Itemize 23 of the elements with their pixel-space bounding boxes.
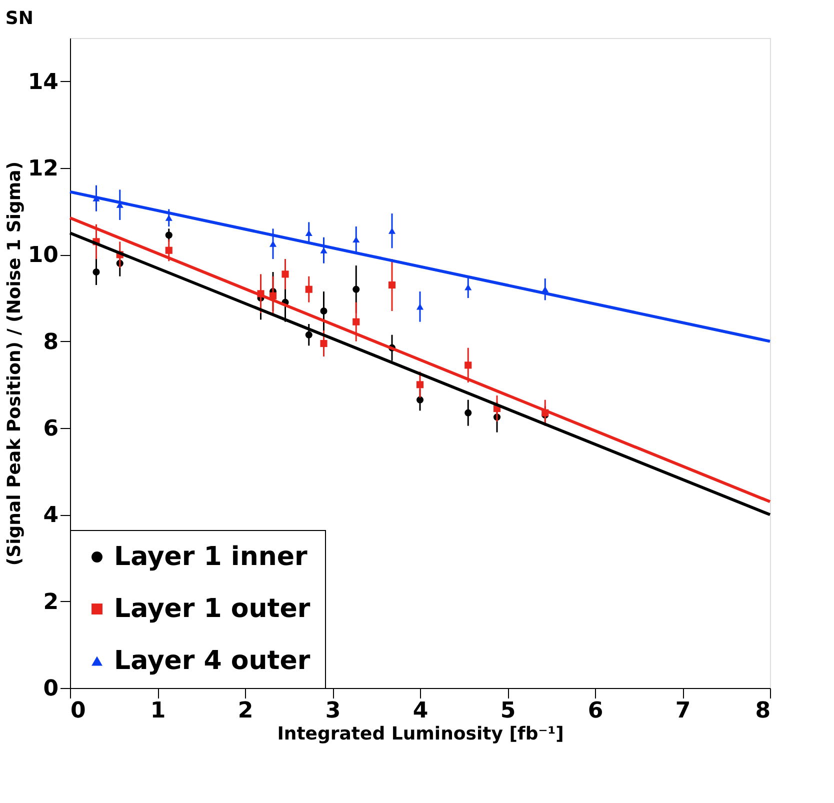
x-axis-title: Integrated Luminosity [fb⁻¹]	[277, 724, 564, 744]
y-axis-title: (Signal Peak Position) / (Noise 1 Sigma)	[4, 161, 25, 566]
y-tick-label: 12	[28, 156, 58, 182]
y-tick-label: 0	[43, 676, 58, 702]
legend-label: Layer 1 outer	[114, 594, 310, 624]
y-tick-label: 4	[43, 503, 58, 528]
y-tick-label: 8	[43, 330, 58, 355]
x-tick-label: 4	[412, 698, 428, 724]
y-tick-label: 14	[28, 70, 58, 95]
y-tick-label: 10	[28, 243, 58, 268]
x-tick-label: 7	[675, 698, 691, 724]
legend-label: Layer 4 outer	[114, 646, 310, 676]
legend-label: Layer 1 inner	[114, 542, 308, 572]
x-tick-label: 6	[588, 698, 604, 724]
x-tick-label: 5	[500, 698, 516, 724]
x-tick-label: 3	[325, 698, 341, 724]
y-tick-label: 2	[43, 590, 58, 615]
y-tick-label: 6	[43, 416, 58, 442]
x-tick-label: 8	[755, 698, 770, 724]
x-tick-label: 0	[70, 698, 86, 724]
x-tick-label: 1	[150, 698, 166, 724]
x-tick-label: 2	[238, 698, 254, 724]
chart-title: SN	[5, 8, 34, 29]
